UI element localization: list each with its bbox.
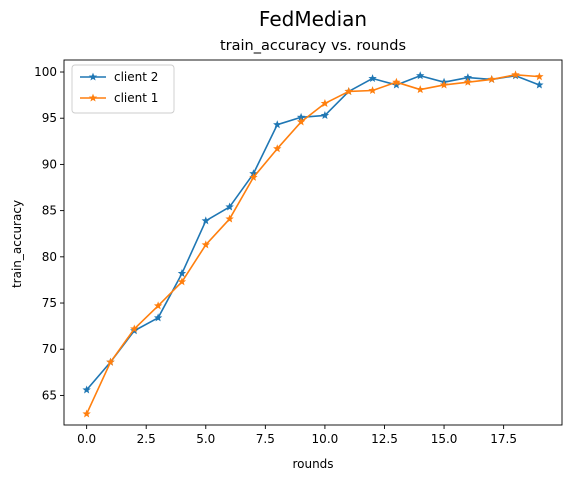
x-axis-label: rounds: [292, 457, 333, 471]
y-tick-label: 100: [34, 65, 57, 79]
data-point: [320, 111, 330, 119]
data-point: [463, 77, 473, 86]
data-point: [392, 80, 401, 89]
data-point: [201, 240, 210, 249]
data-point: [439, 80, 449, 89]
plot-area: [63, 59, 563, 426]
data-point: [225, 214, 234, 223]
series-line: [85, 73, 540, 415]
data-point: [177, 269, 187, 278]
data-point: [249, 172, 258, 181]
y-tick-label: 75: [42, 296, 57, 310]
data-point: [153, 313, 163, 322]
data-point: [320, 99, 330, 107]
x-tick-label: 2.5: [137, 432, 156, 446]
y-tick-label: 95: [42, 111, 57, 125]
data-point: [511, 70, 520, 79]
y-axis-label: train_accuracy: [10, 200, 24, 288]
legend-label: client 1: [114, 91, 158, 105]
x-tick-label: 10.0: [312, 432, 339, 446]
x-tick-label: 7.5: [256, 432, 275, 446]
data-point: [296, 117, 306, 126]
data-point: [416, 85, 425, 94]
data-point: [273, 120, 282, 129]
data-point: [487, 75, 496, 83]
legend: client 2 client 1: [71, 64, 175, 114]
y-tick-label: 90: [42, 157, 57, 171]
x-tick-label: 12.5: [371, 432, 398, 446]
data-point: [296, 112, 306, 121]
y-tick-label: 70: [42, 342, 57, 356]
x-axis: 0.0 2.5 5.0 7.5 10.0 12.5 15.0 17.5: [77, 425, 517, 446]
data-point: [225, 202, 234, 211]
data-point: [153, 301, 163, 310]
data-point: [392, 77, 401, 86]
series-line: [86, 74, 540, 391]
legend-label: client 2: [114, 70, 158, 84]
series-client-1: [82, 70, 544, 418]
y-tick-label: 65: [42, 388, 57, 402]
data-point: [368, 74, 377, 83]
plot-frame: [63, 59, 563, 426]
data-point: [535, 80, 544, 89]
chart-title: train_accuracy vs. rounds: [220, 38, 406, 54]
data-point: [82, 385, 91, 394]
data-point: [416, 71, 425, 80]
x-tick-label: 17.5: [490, 432, 517, 446]
data-point: [130, 324, 139, 333]
figure-suptitle: FedMedian: [259, 7, 367, 31]
series-client-2: [82, 71, 544, 394]
y-tick-label: 85: [42, 204, 57, 218]
y-tick-label: 80: [42, 250, 57, 264]
x-tick-label: 15.0: [431, 432, 458, 446]
y-axis: 65 70 75 80 85 90 95 100: [34, 65, 64, 402]
x-tick-label: 5.0: [196, 432, 215, 446]
data-point: [463, 73, 473, 82]
data-point: [201, 216, 210, 225]
data-point: [368, 86, 377, 95]
data-point: [82, 409, 91, 418]
series-group: [82, 70, 544, 418]
data-point: [106, 357, 115, 366]
data-point: [177, 277, 187, 286]
data-point: [344, 87, 353, 95]
legend-marker: [88, 72, 98, 81]
data-point: [535, 72, 544, 81]
legend-marker: [88, 93, 98, 102]
data-point: [273, 144, 282, 153]
x-tick-label: 0.0: [77, 432, 96, 446]
